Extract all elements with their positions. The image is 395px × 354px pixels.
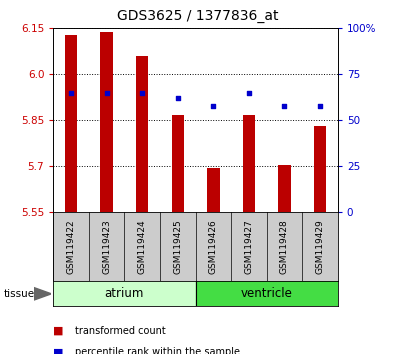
Bar [207,168,220,212]
Point [281,103,288,108]
Bar [53,281,196,306]
Point [139,90,145,96]
Text: GSM119422: GSM119422 [67,219,75,274]
Point [210,103,216,108]
Bar [278,165,291,212]
Point [68,90,74,96]
Bar [136,56,149,212]
Text: GSM119423: GSM119423 [102,219,111,274]
Text: GSM119425: GSM119425 [173,219,182,274]
Bar [65,35,77,212]
Bar [171,115,184,212]
Bar [314,126,326,212]
Bar [196,281,338,306]
Text: ■: ■ [53,347,64,354]
Text: tissue: tissue [4,289,35,299]
Text: percentile rank within the sample: percentile rank within the sample [75,347,240,354]
Text: transformed count: transformed count [75,326,166,336]
Text: GSM119424: GSM119424 [138,219,147,274]
Point [246,90,252,96]
Text: GSM119429: GSM119429 [316,219,324,274]
Text: ■: ■ [53,326,64,336]
Text: GSM119426: GSM119426 [209,219,218,274]
Text: ventricle: ventricle [241,287,293,300]
Text: GSM119428: GSM119428 [280,219,289,274]
Text: GSM119427: GSM119427 [245,219,253,274]
Bar [100,32,113,212]
Bar [243,115,255,212]
Point [103,90,110,96]
Polygon shape [34,287,51,300]
Point [175,96,181,101]
Text: atrium: atrium [105,287,144,300]
Text: GDS3625 / 1377836_at: GDS3625 / 1377836_at [117,9,278,23]
Point [317,103,323,108]
